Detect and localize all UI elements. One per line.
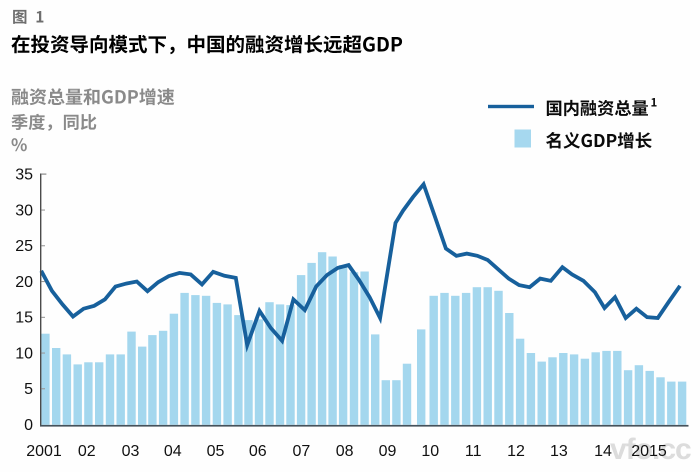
svg-text:04: 04 — [164, 443, 182, 460]
svg-text:2001: 2001 — [26, 443, 62, 460]
svg-text:03: 03 — [122, 443, 140, 460]
svg-text:08: 08 — [336, 443, 354, 460]
svg-text:12: 12 — [507, 443, 525, 460]
svg-text:15: 15 — [15, 310, 33, 327]
svg-text:2015: 2015 — [631, 443, 667, 460]
svg-text:35: 35 — [15, 167, 33, 184]
svg-text:5: 5 — [24, 381, 33, 398]
svg-text:11: 11 — [465, 443, 482, 460]
svg-text:07: 07 — [293, 443, 311, 460]
svg-text:10: 10 — [421, 443, 439, 460]
svg-text:20: 20 — [15, 274, 33, 291]
svg-text:vfo.cc: vfo.cc — [610, 433, 691, 466]
svg-text:13: 13 — [550, 443, 568, 460]
svg-text:0: 0 — [24, 417, 33, 434]
svg-text:10: 10 — [15, 345, 33, 362]
svg-text:06: 06 — [249, 443, 267, 460]
svg-text:30: 30 — [15, 202, 33, 219]
svg-text:05: 05 — [207, 443, 225, 460]
svg-text:25: 25 — [15, 238, 33, 255]
svg-text:09: 09 — [379, 443, 397, 460]
svg-text:14: 14 — [594, 443, 612, 460]
svg-text:02: 02 — [78, 443, 96, 460]
